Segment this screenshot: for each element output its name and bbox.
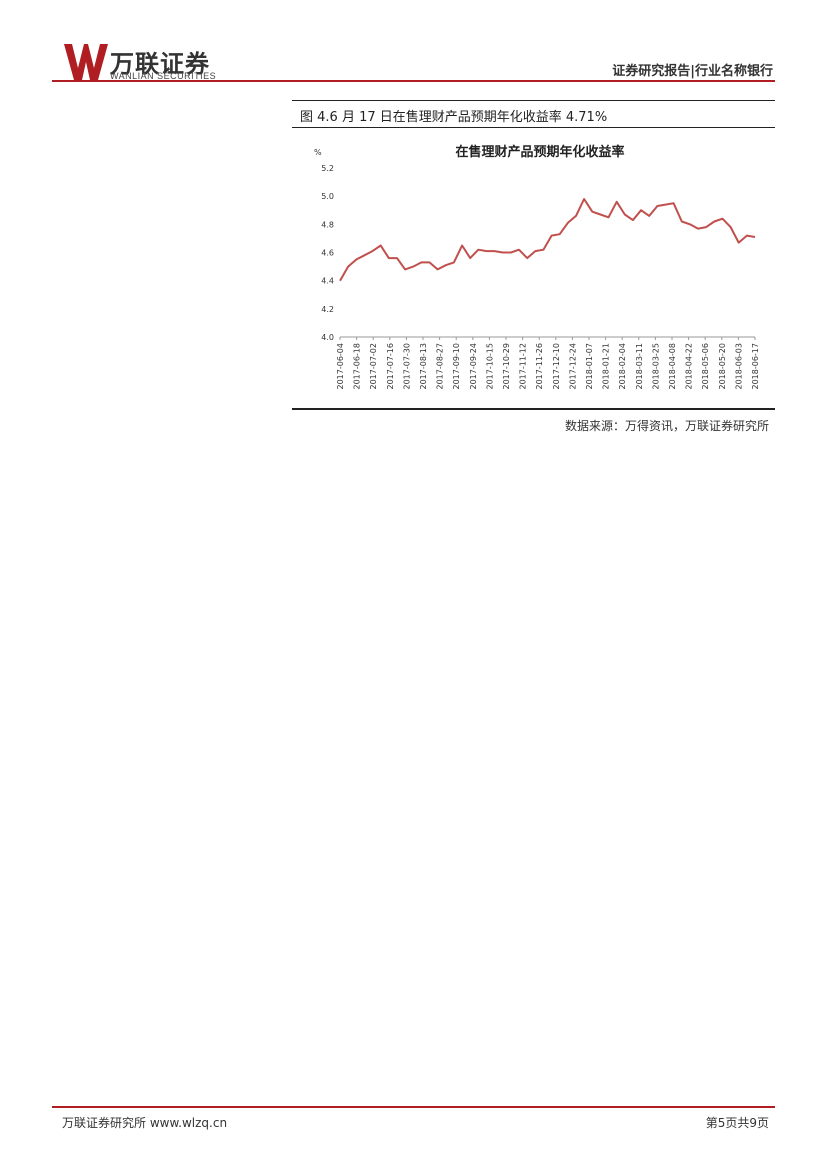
x-tick-label: 2017-08-27 bbox=[436, 343, 445, 390]
y-tick-label: 4.0 bbox=[321, 333, 334, 342]
x-tick-label: 2018-04-08 bbox=[668, 343, 677, 390]
x-tick-label: 2018-02-04 bbox=[618, 343, 627, 390]
y-tick-label: 4.2 bbox=[321, 305, 334, 314]
x-tick-label: 2017-12-24 bbox=[568, 343, 577, 390]
chart-title: 在售理财产品预期年化收益率 bbox=[455, 144, 624, 160]
data-source: 数据来源：万得资讯，万联证券研究所 bbox=[564, 419, 769, 433]
x-tick-label: 2018-05-20 bbox=[718, 343, 727, 390]
figure-bottom-rule bbox=[292, 408, 775, 410]
footer-divider bbox=[52, 1106, 775, 1108]
y-tick-label: 5.2 bbox=[321, 164, 334, 173]
x-tick-label: 2018-01-21 bbox=[602, 343, 611, 390]
x-tick-label: 2017-06-04 bbox=[336, 343, 345, 390]
header-divider bbox=[52, 80, 775, 82]
x-tick-label: 2017-09-24 bbox=[469, 343, 478, 390]
logo-chinese-name: 万联证券 bbox=[110, 50, 210, 78]
y-unit-label: % bbox=[314, 148, 322, 157]
page-number: 第5页共9页 bbox=[705, 1116, 769, 1130]
y-tick-label: 4.8 bbox=[321, 220, 334, 229]
yield-line-chart: 在售理财产品预期年化收益率 % 5.2 5.0 4.8 4.6 4.4 4.2 4.0 20… bbox=[314, 144, 760, 390]
y-tick-label: 4.6 bbox=[321, 249, 334, 258]
x-tick-label: 2018-06-17 bbox=[751, 343, 760, 390]
x-tick-label: 2017-07-02 bbox=[369, 343, 378, 390]
x-tick-label: 2017-11-12 bbox=[519, 343, 528, 390]
company-logo: 万联证券 WANLIAN SECURITIES bbox=[62, 44, 232, 84]
y-tick-label: 4.4 bbox=[321, 277, 334, 286]
x-tick-label: 2017-08-13 bbox=[419, 343, 428, 390]
x-tick-label: 2018-04-22 bbox=[685, 343, 694, 390]
footer-institute: 万联证券研究所 www.wlzq.cn bbox=[62, 1116, 228, 1130]
x-tick-label: 2018-05-06 bbox=[701, 343, 710, 390]
y-tick-label: 5.0 bbox=[321, 192, 334, 201]
x-tick-label: 2018-03-25 bbox=[651, 343, 660, 390]
yield-series-line bbox=[339, 198, 756, 282]
x-tick-label: 2017-07-30 bbox=[402, 343, 411, 390]
series-line-group bbox=[339, 198, 756, 282]
report-type-label: 证券研究报告|行业名称银行 bbox=[612, 64, 773, 79]
wanlian-logo-icon bbox=[64, 44, 108, 80]
x-tick-label: 2017-12-10 bbox=[552, 343, 561, 390]
x-tick-label: 2018-01-07 bbox=[585, 343, 594, 390]
x-tick-label: 2017-11-26 bbox=[535, 343, 544, 390]
x-axis: 2017-06-04 2017-06-18 2017-07-02 2017-07-16… bbox=[336, 336, 760, 390]
x-tick-label: 2017-09-10 bbox=[452, 343, 461, 390]
x-tick-label: 2017-07-16 bbox=[386, 343, 395, 390]
x-tick-label: 2017-06-18 bbox=[353, 343, 362, 390]
x-tick-label: 2018-06-03 bbox=[734, 343, 743, 390]
figure-caption-rule bbox=[292, 127, 775, 128]
y-axis: 5.2 5.0 4.8 4.6 4.4 4.2 4.0 bbox=[321, 164, 334, 342]
x-tick-label: 2017-10-15 bbox=[485, 343, 494, 390]
figure-top-rule bbox=[292, 100, 775, 101]
x-tick-label: 2017-10-29 bbox=[502, 343, 511, 390]
x-tick-label: 2018-03-11 bbox=[635, 343, 644, 390]
figure-caption: 图 4.6 月 17 日在售理财产品预期年化收益率 4.71% bbox=[300, 110, 608, 125]
logo-english-name: WANLIAN SECURITIES bbox=[110, 71, 217, 81]
